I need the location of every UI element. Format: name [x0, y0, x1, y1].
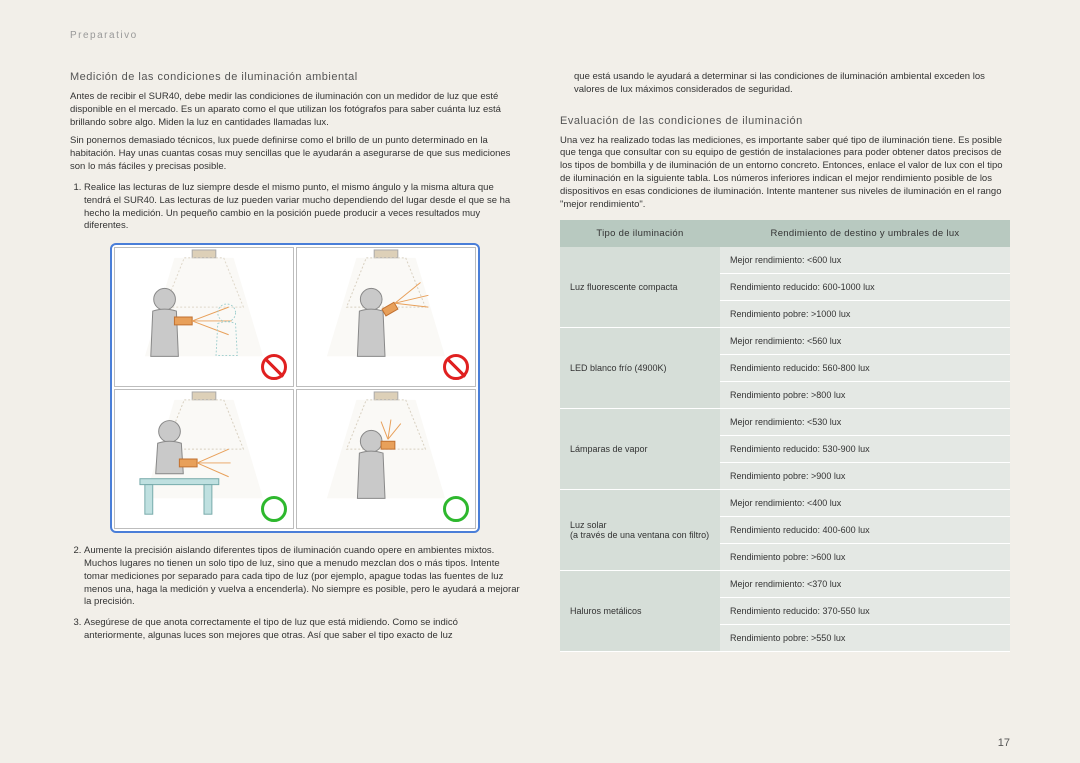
paragraph: Antes de recibir el SUR40, debe medir la… — [70, 91, 520, 129]
table-cell-perf: Rendimiento reducido: 400-600 lux — [720, 516, 1010, 543]
table-cell-perf: Mejor rendimiento: <400 lux — [720, 489, 1010, 516]
diagram-cell — [114, 247, 294, 387]
table-cell-perf: Rendimiento reducido: 600-1000 lux — [720, 273, 1010, 300]
paragraph: Una vez ha realizado todas las medicione… — [560, 135, 1010, 212]
section-title-evaluating: Evaluación de las condiciones de ilumina… — [560, 115, 1010, 127]
table-cell-perf: Mejor rendimiento: <600 lux — [720, 247, 1010, 274]
table-cell-perf: Rendimiento pobre: >800 lux — [720, 381, 1010, 408]
table-cell-type: LED blanco frío (4900K) — [560, 327, 720, 408]
yes-indicator-icon — [443, 496, 469, 522]
table-cell-type: Luz solar (a través de una ventana con f… — [560, 489, 720, 570]
instruction-list-cont: Aumente la precisión aislando diferentes… — [70, 545, 520, 643]
table-cell-perf: Rendimiento pobre: >1000 lux — [720, 300, 1010, 327]
table-cell-perf: Mejor rendimiento: <370 lux — [720, 570, 1010, 597]
paragraph: Sin ponernos demasiado técnicos, lux pue… — [70, 135, 520, 173]
list-item: Aumente la precisión aislando diferentes… — [84, 545, 520, 609]
left-column: Medición de las condiciones de iluminaci… — [70, 71, 520, 652]
page-number: 17 — [998, 737, 1010, 749]
section-title-measuring: Medición de las condiciones de iluminaci… — [70, 71, 520, 83]
lighting-performance-table: Tipo de iluminación Rendimiento de desti… — [560, 220, 1010, 652]
no-indicator-icon — [443, 354, 469, 380]
paragraph: que está usando le ayudará a determinar … — [560, 71, 1010, 97]
no-indicator-icon — [261, 354, 287, 380]
breadcrumb: Preparativo — [70, 30, 1050, 41]
table-cell-type: Haluros metálicos — [560, 570, 720, 651]
table-cell-perf: Rendimiento reducido: 560-800 lux — [720, 354, 1010, 381]
yes-indicator-icon — [261, 496, 287, 522]
table-cell-perf: Rendimiento pobre: >550 lux — [720, 624, 1010, 651]
table-cell-perf: Rendimiento pobre: >900 lux — [720, 462, 1010, 489]
table-header: Rendimiento de destino y umbrales de lux — [720, 220, 1010, 247]
instruction-list: Realice las lecturas de luz siempre desd… — [70, 182, 520, 233]
table-cell-perf: Mejor rendimiento: <560 lux — [720, 327, 1010, 354]
table-cell-perf: Mejor rendimiento: <530 lux — [720, 408, 1010, 435]
table-cell-perf: Rendimiento reducido: 530-900 lux — [720, 435, 1010, 462]
table-cell-type: Luz fluorescente compacta — [560, 247, 720, 328]
right-column: que está usando le ayudará a determinar … — [560, 71, 1010, 652]
diagram-cell — [114, 389, 294, 529]
list-item: Realice las lecturas de luz siempre desd… — [84, 182, 520, 233]
ceiling-light-icon — [327, 250, 445, 356]
table-header: Tipo de iluminación — [560, 220, 720, 247]
list-item: Asegúrese de que anota correctamente el … — [84, 617, 520, 643]
table-cell-perf: Rendimiento pobre: >600 lux — [720, 543, 1010, 570]
diagram-cell — [296, 389, 476, 529]
table-cell-perf: Rendimiento reducido: 370-550 lux — [720, 597, 1010, 624]
measurement-diagram — [110, 243, 480, 533]
content-columns: Medición de las condiciones de iluminaci… — [30, 71, 1050, 652]
diagram-cell — [296, 247, 476, 387]
table-cell-type: Lámparas de vapor — [560, 408, 720, 489]
